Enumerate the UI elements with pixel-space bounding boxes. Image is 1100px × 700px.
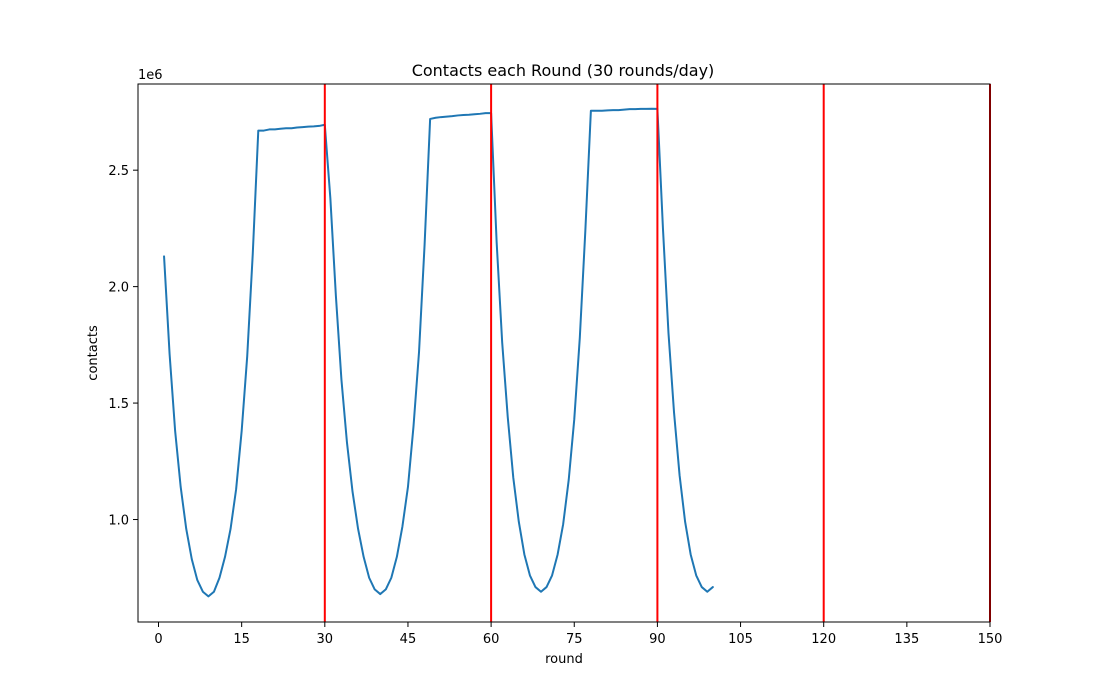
y-tick-label: 1.5	[108, 397, 129, 412]
series-layer	[163, 107, 714, 598]
y-axis-label: contacts	[86, 325, 101, 381]
y-tick-label: 2.5	[108, 164, 129, 179]
x-tick-label: 45	[400, 632, 417, 647]
x-tick-label: 15	[233, 632, 250, 647]
x-tick-label: 75	[566, 632, 583, 647]
x-tick-label: 60	[483, 632, 500, 647]
x-tick-label: 90	[649, 632, 666, 647]
x-tick-label: 30	[317, 632, 334, 647]
y-tick-label: 1.0	[108, 514, 129, 529]
x-axis-label: round	[545, 652, 583, 667]
y-axis-scale-label: 1e6	[138, 68, 163, 83]
x-tick-label: 135	[894, 632, 919, 647]
x-tick-label: 120	[811, 632, 836, 647]
chart-title: Contacts each Round (30 rounds/day)	[412, 61, 715, 80]
plot-area	[137, 83, 991, 623]
x-tick-label: 0	[154, 632, 162, 647]
x-tick-label: 150	[978, 632, 1003, 647]
series-line-0	[163, 107, 714, 598]
x-tick-label: 105	[728, 632, 753, 647]
plot-frame	[137, 83, 991, 623]
y-tick-label: 2.0	[108, 281, 129, 296]
x-axis: 0 15 30 45 60 75 90 105 120 135 150	[154, 622, 1002, 647]
y-axis: 1.0 1.5 2.0 2.5	[108, 164, 138, 529]
